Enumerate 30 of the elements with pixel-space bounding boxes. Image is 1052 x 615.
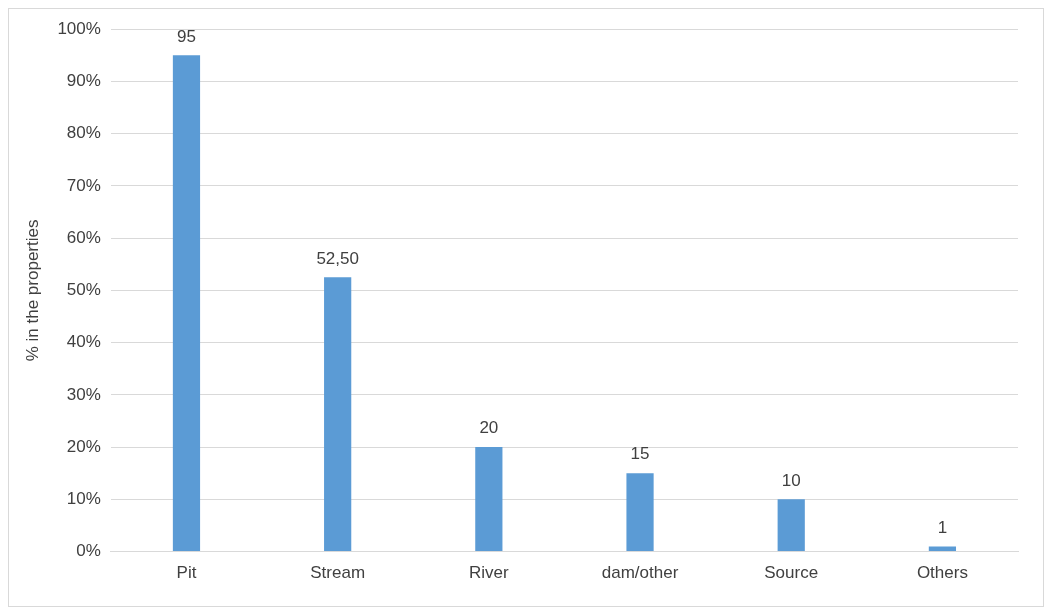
y-tick-label: 0%: [76, 541, 101, 561]
x-tick-label: Others: [916, 563, 968, 583]
x-tick-label: Source: [764, 563, 819, 583]
y-tick-label: 100%: [57, 18, 101, 38]
x-tick-label: Pit: [176, 563, 197, 583]
data-label: 95: [177, 26, 196, 46]
data-label: 15: [630, 444, 650, 464]
bar: [172, 55, 201, 552]
x-tick-label: dam/other: [601, 563, 679, 583]
y-axis-title: % in the properties: [22, 219, 42, 362]
y-tick-label: 70%: [66, 175, 101, 195]
x-tick-label: Stream: [310, 563, 366, 583]
bar: [626, 473, 654, 552]
bar: [928, 546, 957, 552]
y-tick-label: 50%: [66, 280, 101, 300]
bar: [777, 499, 805, 552]
bar: [324, 277, 352, 552]
bar: [475, 447, 503, 552]
y-tick-label: 10%: [66, 489, 101, 509]
y-tick-label: 30%: [66, 384, 101, 404]
x-tick-label: River: [469, 563, 510, 583]
data-label: 10: [781, 470, 801, 490]
y-tick-label: 80%: [66, 123, 101, 143]
data-label: 52,50: [316, 248, 359, 268]
data-label: 20: [479, 418, 499, 438]
y-tick-label: 90%: [66, 71, 101, 91]
y-tick-label: 60%: [66, 227, 101, 247]
y-tick-label: 20%: [66, 436, 101, 456]
data-label: 1: [937, 517, 948, 537]
y-tick-label: 40%: [66, 332, 101, 352]
